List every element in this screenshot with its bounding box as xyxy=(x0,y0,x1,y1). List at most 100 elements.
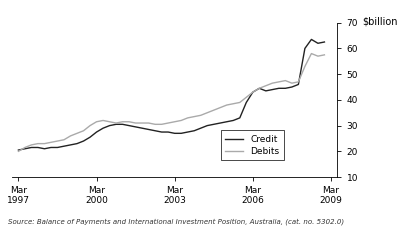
Debits xyxy=(309,52,314,55)
Credit xyxy=(23,147,27,150)
Debits xyxy=(322,54,327,56)
Debits xyxy=(133,122,138,124)
Debits xyxy=(296,81,301,83)
Credit xyxy=(231,119,236,122)
Debits xyxy=(283,79,288,82)
Credit xyxy=(316,42,320,45)
Credit xyxy=(81,140,86,142)
Credit xyxy=(198,127,203,130)
Debits xyxy=(251,91,255,94)
Credit xyxy=(62,145,66,148)
Credit xyxy=(36,146,40,149)
Debits xyxy=(276,81,281,83)
Debits xyxy=(114,122,118,124)
Debits xyxy=(205,111,210,114)
Credit xyxy=(29,146,34,149)
Debits xyxy=(68,135,73,137)
Debits xyxy=(81,129,86,132)
Debits xyxy=(179,119,183,122)
Credit xyxy=(88,136,93,138)
Line: Credit: Credit xyxy=(18,39,324,150)
Debits xyxy=(75,132,79,135)
Credit xyxy=(264,89,268,92)
Debits xyxy=(316,55,320,57)
Credit xyxy=(283,87,288,90)
Debits xyxy=(120,120,125,123)
Debits xyxy=(244,96,249,99)
Debits xyxy=(140,122,145,124)
Debits xyxy=(231,102,236,105)
Debits xyxy=(107,120,112,123)
Debits xyxy=(42,142,47,145)
Credit xyxy=(218,122,223,124)
Credit xyxy=(257,87,262,90)
Debits xyxy=(29,143,34,146)
Debits xyxy=(185,116,190,119)
Debits xyxy=(218,106,223,109)
Credit xyxy=(185,131,190,133)
Debits xyxy=(257,87,262,90)
Credit xyxy=(42,147,47,150)
Credit xyxy=(159,131,164,133)
Debits xyxy=(55,140,60,142)
Debits xyxy=(153,123,158,126)
Y-axis label: $billion: $billion xyxy=(362,17,397,27)
Credit xyxy=(133,126,138,128)
Line: Debits: Debits xyxy=(18,54,324,151)
Credit xyxy=(146,128,151,131)
Credit xyxy=(172,132,177,135)
Credit xyxy=(289,86,294,88)
Credit xyxy=(303,47,307,50)
Debits xyxy=(172,120,177,123)
Credit xyxy=(140,127,145,130)
Debits xyxy=(48,141,53,144)
Credit xyxy=(205,124,210,127)
Debits xyxy=(88,124,93,127)
Credit xyxy=(192,129,197,132)
Credit xyxy=(16,149,21,151)
Debits xyxy=(270,82,275,84)
Debits xyxy=(62,138,66,141)
Debits xyxy=(36,142,40,145)
Credit xyxy=(211,123,216,126)
Credit xyxy=(75,142,79,145)
Credit xyxy=(224,120,229,123)
Debits xyxy=(264,84,268,87)
Credit xyxy=(296,83,301,86)
Debits xyxy=(16,150,21,153)
Credit xyxy=(107,124,112,127)
Debits xyxy=(127,120,131,123)
Debits xyxy=(101,119,106,122)
Credit xyxy=(120,123,125,126)
Credit xyxy=(276,87,281,90)
Debits xyxy=(198,114,203,117)
Credit xyxy=(114,123,118,126)
Credit xyxy=(166,131,171,133)
Debits xyxy=(23,146,27,149)
Credit xyxy=(270,88,275,91)
Credit xyxy=(101,127,106,130)
Debits xyxy=(146,122,151,124)
Debits xyxy=(237,101,242,104)
Credit xyxy=(179,132,183,135)
Credit xyxy=(309,38,314,41)
Debits xyxy=(94,120,99,123)
Debits xyxy=(289,82,294,84)
Credit xyxy=(251,91,255,94)
Credit xyxy=(322,41,327,43)
Debits xyxy=(166,122,171,124)
Debits xyxy=(211,109,216,111)
Credit xyxy=(127,124,131,127)
Legend: Credit, Debits: Credit, Debits xyxy=(221,131,284,160)
Credit xyxy=(48,146,53,149)
Credit xyxy=(68,143,73,146)
Debits xyxy=(224,104,229,106)
Debits xyxy=(303,65,307,68)
Credit xyxy=(94,131,99,133)
Credit xyxy=(153,129,158,132)
Debits xyxy=(159,123,164,126)
Credit xyxy=(244,101,249,104)
Credit xyxy=(237,116,242,119)
Credit xyxy=(55,146,60,149)
Debits xyxy=(192,115,197,118)
